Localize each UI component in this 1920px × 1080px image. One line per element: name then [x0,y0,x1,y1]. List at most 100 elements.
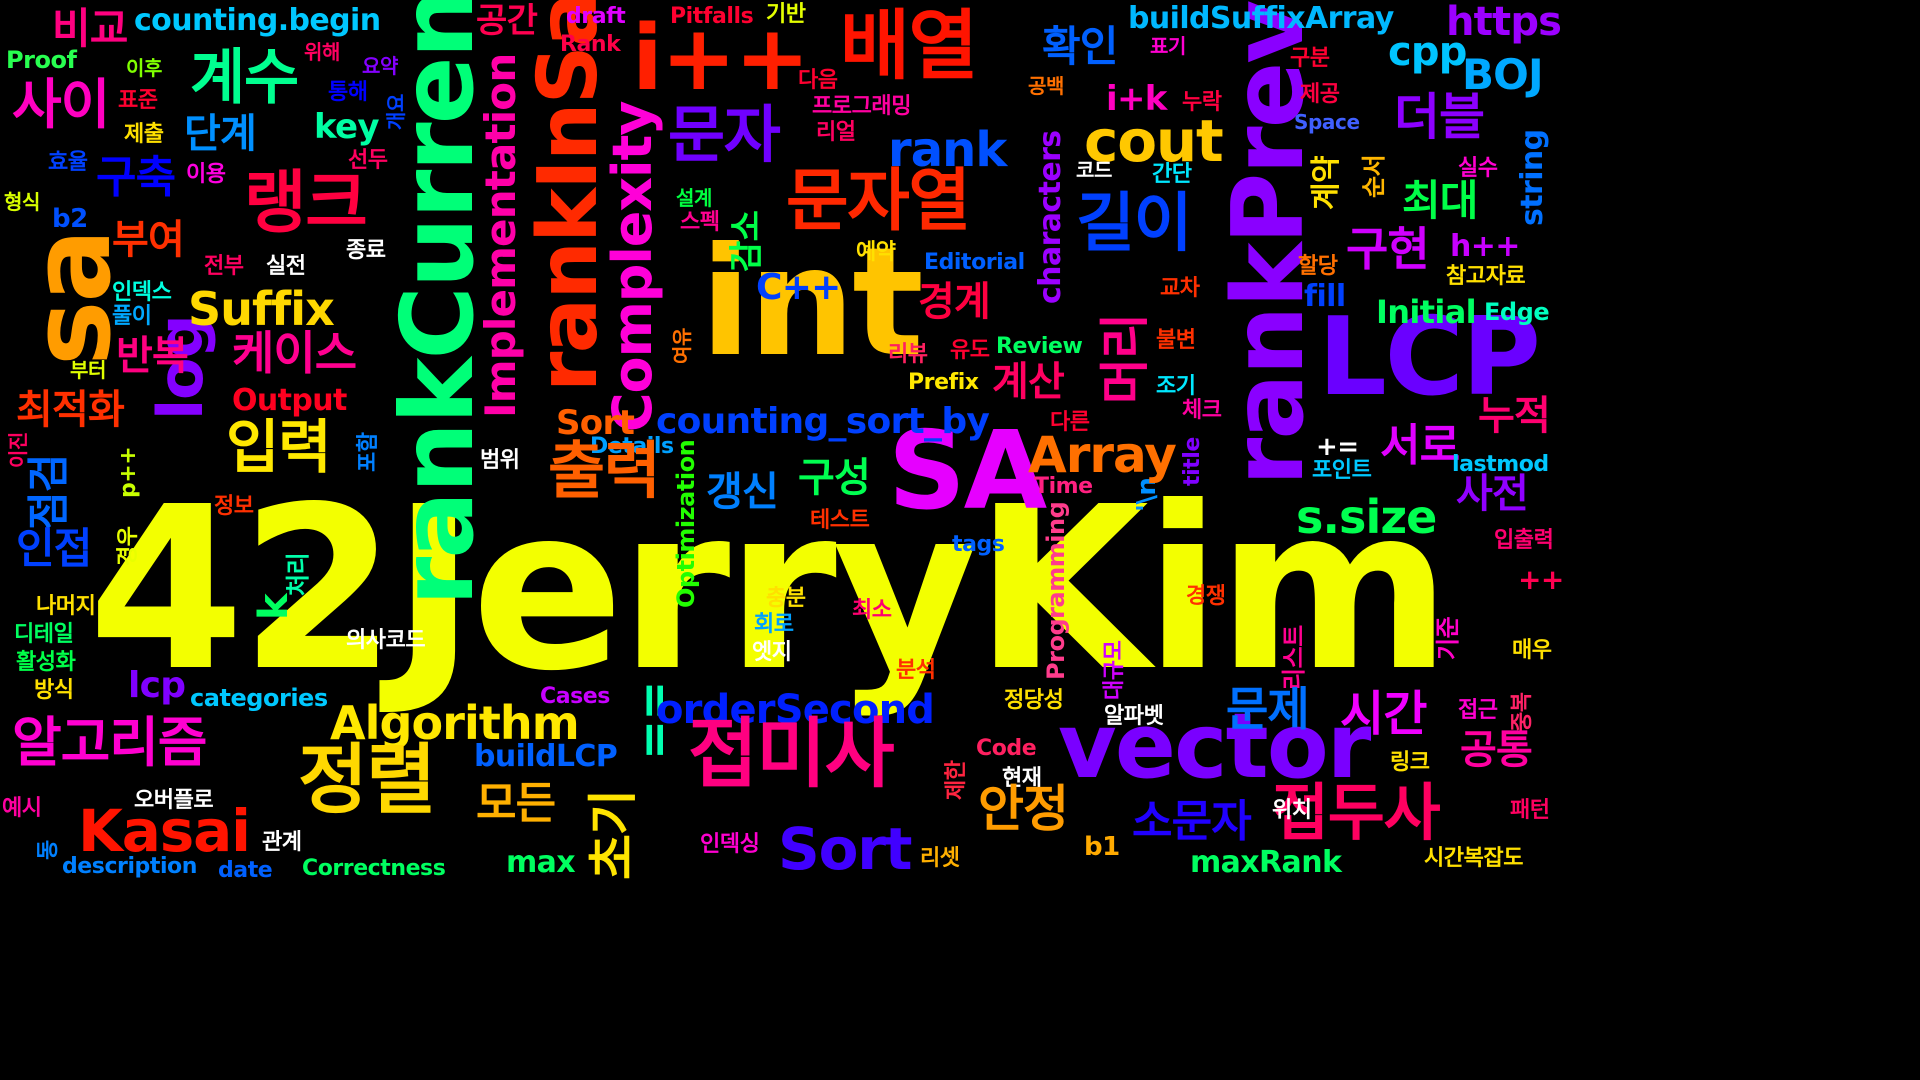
word-suffix: Suffix [188,282,335,336]
word-proof: Proof [6,46,77,74]
word-ihu: 이후 [126,56,162,80]
word-k: k [251,594,297,620]
word-fill: fill [1304,279,1346,314]
word-gaeyo: 개요 [384,94,408,130]
word-wihae: 위해 [304,40,340,64]
word-seondu: 선두 [348,148,388,173]
word-alphabet: 알파벳 [1104,704,1164,729]
word-list: 리스트 [1280,625,1308,690]
word-point: 포인트 [1312,458,1372,483]
word-ribyu: 리뷰 [888,342,928,367]
word-maeu: 매우 [1512,638,1552,663]
word-keiseu: 케이스 [232,326,357,380]
word-optimization: Optimization [672,439,700,608]
word-daeum: 다음 [798,68,838,93]
word-obeopeullo: 오버플로 [134,788,214,813]
word-key: key [314,107,380,147]
word-gyeongjaeng: 경쟁 [1186,584,1226,609]
word-jeopgeun: 접근 [1458,698,1498,723]
word-sojmunja: 소문자 [1132,796,1252,847]
word-jechul: 제출 [124,122,164,147]
word-cpp: cpp [1388,29,1467,75]
word-yeyak: 예약 [856,240,896,265]
word-guchuk: 구축 [96,152,176,203]
word-rank-cap: Rank [560,32,621,57]
word-pitfalls: Pitfalls [670,4,754,29]
word-jegong: 제공 [1300,82,1340,107]
word-characters: characters [1033,130,1068,304]
word-gongbaek: 공백 [1028,74,1064,98]
word-time: Time [1034,474,1093,499]
word-jeomgeom: 점검 [24,454,73,530]
word-reset: 리셋 [920,846,960,871]
word-editorial: Editorial [924,250,1025,275]
word-edge: Edge [1484,298,1550,326]
word-link: 링크 [1390,750,1430,775]
word-dong: 동 [36,840,61,860]
word-dareun: 다른 [1050,410,1090,435]
word-correctness: Correctness [302,856,446,881]
word-hwagin: 확인 [1042,22,1118,71]
word-uisacode: 의사코드 [346,628,426,653]
word-jongryo: 종료 [346,238,386,263]
word-hyeongsik: 형식 [4,190,40,214]
word-complexity: Complexity [601,101,664,432]
word-chogi: 초기 [584,790,642,880]
word-rankcurrent: rankCurrent [379,0,496,606]
word-algorithm: Algorithm [330,696,580,750]
word-seupek: 스펙 [680,210,720,235]
word-buyeo: 부여 [112,217,185,263]
word-rankinsa: rankInSa [521,0,616,392]
word-chulryeok: 출력 [548,434,661,507]
word-nujeok: 누적 [1478,393,1551,439]
word-jeopmisa: 접미사 [688,709,895,798]
word-bulbyeon: 불변 [1156,328,1196,353]
word-riyeol: 리얼 [816,120,856,145]
word-choedae: 최대 [1402,176,1478,225]
word-b1: b1 [1084,832,1120,862]
word-cplusplus: C++ [756,267,841,308]
word-cases: Cases [540,684,610,709]
word-munje: 문제 [1226,682,1310,736]
word-sigan: 시간 [1340,686,1427,742]
word-buildsuffixarray: buildSuffixArray [1128,1,1394,36]
word-maxrank: maxRank [1190,845,1342,880]
word-description: description [62,854,197,879]
word-yesi: 예시 [2,796,42,821]
word-silsu: 실수 [1458,156,1498,181]
word-gijun: 기준 [1434,616,1462,660]
word-dangye: 단계 [184,111,257,157]
word-munja: 문자 [668,98,781,171]
word-pyojun: 표준 [118,88,158,113]
word-gyesu: 계수 [190,43,299,113]
word-42jerrykim: 42JerryKim [88,459,1451,721]
word-gibon: 기반 [766,2,806,27]
word-jogi: 조기 [1156,374,1196,399]
word-array: Array [1028,426,1177,484]
word-tonghae: 통해 [328,80,368,105]
word-pohamn: 포함 [356,432,381,472]
word-algorithm-ko: 알고리즘 [12,711,207,774]
word-programming: Programming [1042,501,1070,680]
word-string: string [1515,129,1550,226]
word-gusung: 구성 [798,455,871,501]
word-daegyumo: 대규모 [1102,640,1127,700]
word-sunseo: 순서 [1360,154,1388,198]
word-hyeonjae: 현재 [1002,766,1042,791]
word-bunseok: 분석 [896,658,936,683]
word-jeongbo: 정보 [214,494,254,519]
word-buildlcp: buildLCP [474,739,618,774]
word-yudo: 유도 [950,338,990,363]
word-gonggan: 공간 [476,1,538,41]
word-paeteon: 패턴 [1510,798,1550,823]
word-gaengsin: 갱신 [706,469,779,515]
word-ik: i+k [1106,79,1167,119]
word-cloud: 42JerryKim int SA LCP vector rankCurrent… [2,0,1565,882]
word-counting-begin: counting.begin [134,3,381,38]
word-chamgojaryo: 참고자료 [1446,264,1526,289]
word-choejeokhwa: 최적화 [16,387,125,433]
word-title: title [1180,437,1205,486]
word-deobeul: 더블 [1394,88,1485,146]
word-bangsik: 방식 [34,678,74,703]
word-max: max [506,845,576,880]
